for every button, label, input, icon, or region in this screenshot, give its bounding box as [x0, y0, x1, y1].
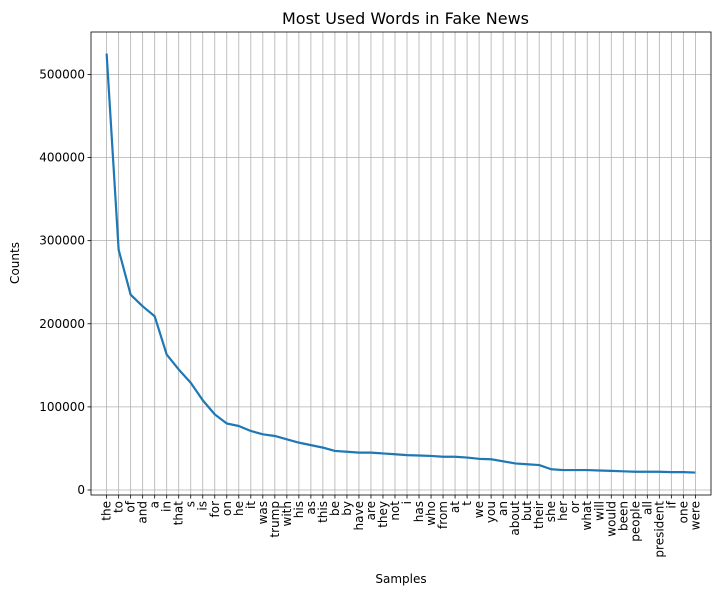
x-tick-label: on: [220, 501, 234, 516]
x-tick-label: it: [244, 501, 258, 509]
x-tick-label: a: [148, 501, 162, 508]
y-tick-label: 0: [77, 483, 85, 497]
x-tick-label: what: [580, 501, 594, 531]
x-tick-label: to: [112, 501, 126, 513]
series-line: [105, 53, 696, 474]
x-tick-label: the: [100, 501, 114, 521]
x-tick-label: s: [184, 501, 198, 507]
x-tick-label: and: [136, 501, 150, 524]
y-axis-label: Counts: [8, 242, 22, 284]
x-tick-label: you: [484, 501, 498, 523]
x-tick-label: of: [124, 500, 138, 512]
x-tick-label: one: [676, 501, 690, 523]
x-tick-label: but: [520, 501, 534, 521]
grid: [91, 32, 711, 495]
x-tick-label: they: [376, 501, 390, 528]
x-tick-label: that: [172, 501, 186, 526]
x-tick-label: has: [412, 501, 426, 522]
x-tick-label: not: [388, 501, 402, 521]
x-tick-label: would: [604, 501, 618, 537]
x-tick-label: as: [304, 501, 318, 515]
x-tick-label: with: [280, 501, 294, 526]
y-tick-label: 200000: [39, 317, 85, 331]
x-tick-label: or: [568, 501, 582, 513]
y-axis: 0 100000 200000 300000 400000 500000: [39, 67, 91, 497]
x-tick-label: an: [496, 501, 510, 516]
x-tick-label: trump: [268, 501, 282, 538]
x-tick-label: have: [352, 501, 366, 530]
plot-frame: [90, 31, 712, 496]
x-tick-label: she: [544, 501, 558, 522]
x-tick-label: her: [556, 501, 570, 521]
x-tick-label: are: [364, 501, 378, 520]
x-tick-label: about: [508, 501, 522, 536]
x-axis: thetoofandainthatsisforonheitwastrumpwit…: [100, 495, 702, 558]
x-tick-label: his: [292, 501, 306, 518]
x-tick-label: will: [592, 501, 606, 521]
x-tick-label: this: [316, 501, 330, 523]
x-tick-label: is: [196, 501, 210, 511]
chart-title: Most Used Words in Fake News: [282, 9, 529, 28]
x-tick-label: by: [340, 501, 354, 516]
y-tick-label: 300000: [39, 234, 85, 248]
x-tick-label: i: [400, 501, 414, 504]
x-tick-label: at: [448, 501, 462, 513]
x-axis-label: Samples: [375, 572, 426, 586]
x-tick-label: t: [460, 501, 474, 506]
x-tick-label: people: [628, 501, 642, 542]
y-tick-label: 100000: [39, 400, 85, 414]
x-tick-label: was: [256, 501, 270, 524]
x-tick-label: we: [472, 501, 486, 518]
x-tick-label: president: [652, 501, 666, 558]
y-tick-label: 400000: [39, 151, 85, 165]
x-tick-label: who: [424, 501, 438, 526]
x-tick-label: in: [160, 501, 174, 512]
x-tick-label: if: [664, 500, 678, 508]
x-tick-label: been: [616, 501, 630, 531]
x-tick-label: for: [208, 501, 222, 518]
x-tick-label: were: [688, 501, 702, 530]
x-tick-label: be: [328, 501, 342, 516]
series-layer: [105, 53, 696, 474]
x-tick-label: their: [532, 501, 546, 529]
x-tick-label: from: [436, 501, 450, 529]
y-tick-label: 500000: [39, 67, 85, 81]
x-tick-label: all: [640, 501, 654, 515]
x-tick-label: he: [232, 501, 246, 516]
